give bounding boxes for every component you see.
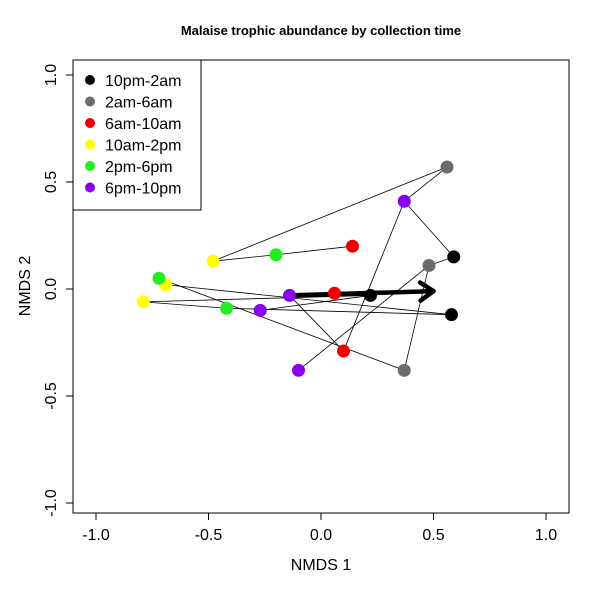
- data-points: [136, 160, 461, 377]
- data-point: [445, 308, 458, 322]
- chart-title: Malaise trophic abundance by collection …: [181, 23, 461, 38]
- arrow-shaft: [287, 288, 436, 298]
- legend-label: 10pm-2am: [105, 73, 181, 90]
- data-point: [397, 194, 411, 208]
- data-point: [292, 363, 305, 377]
- data-point: [220, 301, 233, 315]
- data-point: [136, 295, 150, 309]
- data-point: [253, 303, 267, 317]
- connection-line: [212, 166, 448, 262]
- connection-line: [343, 201, 405, 352]
- data-point: [283, 288, 296, 302]
- legend-label: 6am-10am: [105, 116, 181, 133]
- arrow-head: [417, 280, 436, 303]
- data-point: [447, 250, 461, 264]
- y-tick-label: 0.0: [43, 278, 60, 300]
- legend-label: 2pm-6pm: [105, 159, 173, 176]
- legend-label: 10am-2pm: [105, 138, 181, 155]
- data-point: [422, 258, 436, 272]
- connection-line: [403, 200, 455, 258]
- data-point: [364, 288, 377, 302]
- data-point: [346, 239, 359, 253]
- trajectory-arrow: [287, 280, 436, 303]
- data-point: [440, 160, 454, 174]
- y-axis: -1.0 -0.5 0.0 0.5 1.0: [43, 64, 74, 517]
- data-point: [397, 363, 411, 377]
- connection-line: [260, 295, 371, 311]
- legend-marker: [85, 161, 95, 171]
- connection-line: [403, 166, 448, 202]
- x-tick-label: 0.0: [310, 527, 332, 544]
- y-tick-label: 1.0: [43, 64, 60, 86]
- legend-label: 6pm-10pm: [105, 181, 181, 198]
- data-point: [328, 286, 341, 300]
- connection-line: [165, 284, 452, 316]
- legend-label: 2am-6am: [105, 95, 173, 112]
- x-tick-label: 0.5: [422, 527, 444, 544]
- connection-line: [212, 254, 277, 262]
- connection-line: [298, 265, 430, 371]
- x-tick-label: -1.0: [82, 527, 110, 544]
- connection-line: [275, 245, 353, 256]
- legend-marker: [85, 75, 95, 85]
- connection-line: [143, 301, 227, 309]
- legend-marker: [85, 96, 95, 107]
- legend-box: [72, 59, 202, 211]
- y-axis-label: NMDS 2: [17, 256, 34, 317]
- x-axis: -1.0 -0.5 0.0 0.5 1.0: [82, 512, 557, 544]
- y-tick-label: -0.5: [43, 382, 60, 410]
- legend-marker: [85, 118, 95, 128]
- legend: 10pm-2am 2am-6am 6am-10am 10am-2pm 2pm-6pm 6p…: [72, 59, 202, 211]
- legend-marker: [85, 139, 95, 150]
- data-point: [206, 254, 220, 268]
- data-point: [337, 344, 350, 358]
- y-tick-label: 0.5: [43, 171, 60, 193]
- connection-line: [158, 277, 405, 371]
- connection-line: [403, 265, 430, 371]
- data-point: [269, 248, 283, 262]
- x-axis-label: NMDS 1: [291, 557, 352, 574]
- x-tick-label: 1.0: [535, 527, 557, 544]
- connection-line: [289, 295, 344, 352]
- x-tick-label: -0.5: [195, 527, 223, 544]
- legend-marker: [85, 182, 95, 193]
- y-tick-label: -1.0: [43, 489, 60, 517]
- data-point: [152, 271, 166, 285]
